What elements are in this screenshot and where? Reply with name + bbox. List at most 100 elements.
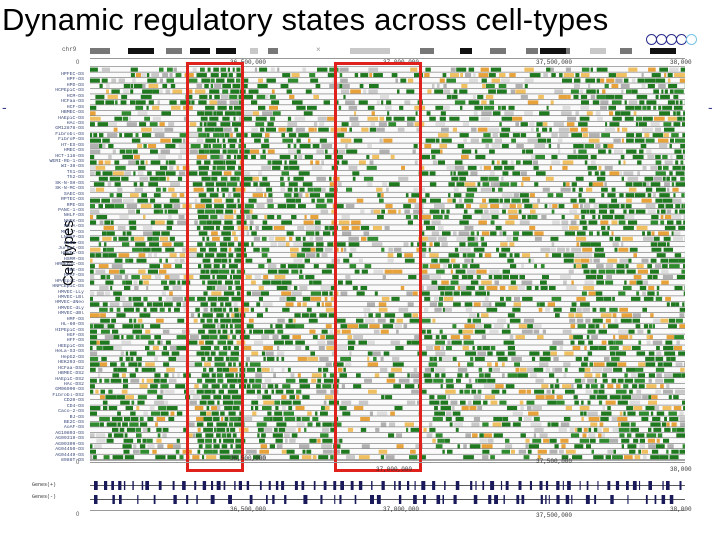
state-block xyxy=(474,149,478,154)
state-block xyxy=(574,400,579,405)
state-block xyxy=(551,160,561,165)
state-block xyxy=(136,209,140,214)
state-block xyxy=(629,335,633,340)
state-block xyxy=(116,307,121,312)
state-block xyxy=(533,329,540,334)
state-block xyxy=(502,231,507,236)
state-block xyxy=(123,378,128,383)
state-block xyxy=(675,318,683,323)
state-block xyxy=(284,433,290,438)
state-block xyxy=(620,204,625,209)
state-block xyxy=(299,144,311,149)
state-block xyxy=(378,449,388,454)
cell-type-label: AoAF-DS xyxy=(63,425,84,431)
state-block xyxy=(214,318,219,323)
state-block xyxy=(429,264,441,269)
state-block xyxy=(144,116,150,121)
state-block xyxy=(513,302,521,307)
state-block xyxy=(234,307,239,312)
state-block xyxy=(322,427,330,432)
state-block xyxy=(614,318,618,323)
gene-exon xyxy=(228,495,232,504)
state-block xyxy=(586,444,591,449)
state-block xyxy=(637,160,642,165)
state-block xyxy=(457,444,460,449)
state-block xyxy=(551,133,558,138)
state-block xyxy=(236,340,246,345)
state-block xyxy=(453,193,462,198)
state-block xyxy=(275,438,283,443)
state-block xyxy=(473,302,481,307)
state-block xyxy=(461,83,468,89)
state-block xyxy=(158,296,162,301)
gene-exon xyxy=(607,481,611,490)
state-block xyxy=(581,100,589,105)
state-block xyxy=(238,165,243,170)
state-block xyxy=(304,154,313,159)
state-block xyxy=(607,406,611,411)
state-block xyxy=(377,318,386,323)
state-block xyxy=(313,264,319,269)
state-block xyxy=(210,73,219,78)
cell-type-label: BJ-DS xyxy=(69,414,84,420)
state-block xyxy=(624,280,627,285)
state-block xyxy=(514,253,520,258)
state-block xyxy=(287,144,291,149)
state-block xyxy=(481,138,493,143)
state-block xyxy=(205,204,212,209)
state-block xyxy=(660,384,664,389)
state-block xyxy=(267,411,272,416)
state-block xyxy=(305,225,315,230)
state-block xyxy=(552,340,564,345)
state-block xyxy=(671,302,676,307)
state-block xyxy=(538,307,543,312)
state-block xyxy=(438,160,445,165)
state-block xyxy=(166,78,174,83)
state-block xyxy=(412,149,416,154)
state-block xyxy=(119,214,129,220)
state-block xyxy=(227,389,239,394)
state-block xyxy=(446,209,450,214)
state-block xyxy=(547,422,551,427)
state-block xyxy=(535,378,544,383)
cell-type-label: HCF-DS xyxy=(66,104,84,110)
state-block xyxy=(213,444,220,449)
state-block xyxy=(582,133,589,138)
state-block xyxy=(382,275,386,280)
state-block xyxy=(339,67,349,72)
state-block xyxy=(611,83,619,89)
state-block xyxy=(236,214,245,220)
state-block xyxy=(252,411,257,416)
state-block xyxy=(462,122,469,127)
state-block xyxy=(413,214,418,220)
state-block xyxy=(477,406,483,411)
state-block xyxy=(117,422,121,427)
state-block xyxy=(607,449,613,454)
state-block xyxy=(165,160,169,165)
state-block xyxy=(101,78,108,83)
state-block xyxy=(599,438,610,443)
state-block xyxy=(473,400,481,405)
state-block xyxy=(466,269,476,274)
state-block xyxy=(156,427,162,432)
state-block xyxy=(650,455,660,460)
state-block xyxy=(336,378,340,383)
state-block xyxy=(671,449,679,454)
state-block xyxy=(211,406,217,411)
state-block xyxy=(142,247,151,252)
state-block xyxy=(611,220,618,225)
state-block xyxy=(518,389,526,394)
state-block xyxy=(431,154,436,159)
state-block xyxy=(664,182,670,187)
state-block xyxy=(639,444,645,449)
state-block xyxy=(190,144,201,149)
state-block xyxy=(424,335,433,340)
state-block xyxy=(467,362,474,367)
state-block xyxy=(407,78,414,83)
state-block xyxy=(384,269,393,274)
state-block xyxy=(633,406,643,411)
state-block xyxy=(257,433,260,438)
state-block xyxy=(655,78,666,83)
gene-exon xyxy=(153,495,156,504)
state-block xyxy=(650,220,659,225)
